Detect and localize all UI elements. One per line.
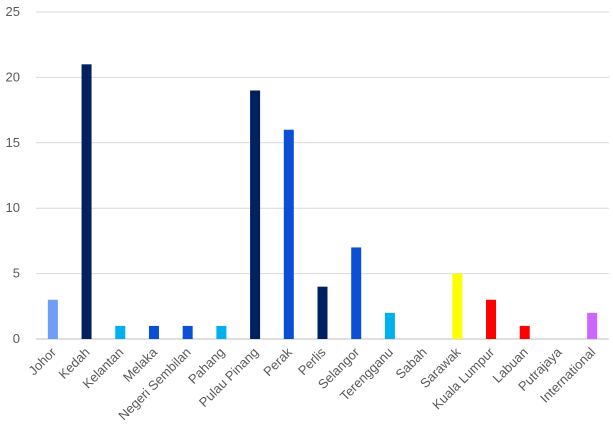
bar-labuan <box>519 325 530 339</box>
y-tick-label: 15 <box>6 135 20 150</box>
bar-kelantan <box>115 325 126 339</box>
bar-selangor <box>351 247 362 339</box>
y-tick-label: 20 <box>6 69 20 84</box>
bar-negeri-sembilan <box>182 325 193 339</box>
bar-perlis <box>317 286 328 339</box>
y-tick-label: 5 <box>13 266 20 281</box>
x-category-label: Pulau Pinang <box>196 345 261 410</box>
y-tick-label: 25 <box>6 4 20 19</box>
bar-pahang <box>216 325 227 339</box>
x-category-label: Perak <box>260 344 295 379</box>
bar-kedah <box>81 64 92 339</box>
bar-pulau-pinang <box>250 90 261 339</box>
bar-terengganu <box>384 312 395 339</box>
bar-international <box>587 312 598 339</box>
bar-melaka <box>148 325 159 339</box>
bar-kuala-lumpur <box>486 299 497 339</box>
bar-perak <box>283 129 294 339</box>
bars <box>47 64 598 339</box>
x-category-label: Johor <box>25 344 59 378</box>
y-tick-label: 10 <box>6 200 20 215</box>
y-axis-tick-labels: 0 5 10 15 20 25 <box>6 4 20 346</box>
bar-sarawak <box>452 273 463 339</box>
y-tick-label: 0 <box>13 331 20 346</box>
gridlines <box>36 11 609 275</box>
bar-johor <box>47 299 58 339</box>
